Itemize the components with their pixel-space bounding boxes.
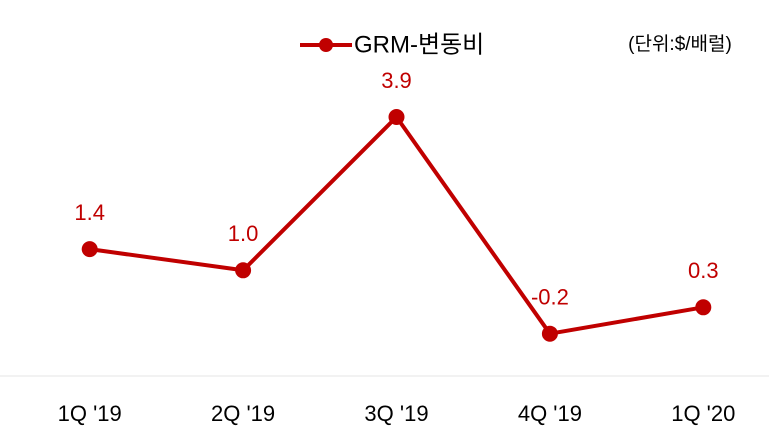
series-line [89,115,704,336]
data-point [388,109,405,125]
data-label: -0.2 [531,285,569,310]
x-tick-label: 1Q '20 [671,401,735,426]
legend-marker [319,38,333,52]
unit-note: (단위:$/배럴) [628,33,732,55]
data-point [541,325,558,342]
x-tick-label: 2Q '19 [211,401,275,426]
data-label: 1.4 [74,200,105,225]
x-tick-label: 1Q '19 [58,401,122,426]
data-label: 0.3 [688,258,719,283]
x-tick-label: 4Q '19 [518,401,582,426]
data-label: 3.9 [381,68,412,93]
data-point [235,262,252,279]
data-point [81,241,98,258]
x-tick-label: 3Q '19 [364,401,428,426]
legend-label: GRM-변동비 [354,31,484,58]
data-point [695,299,712,316]
data-label: 1.0 [228,221,259,246]
